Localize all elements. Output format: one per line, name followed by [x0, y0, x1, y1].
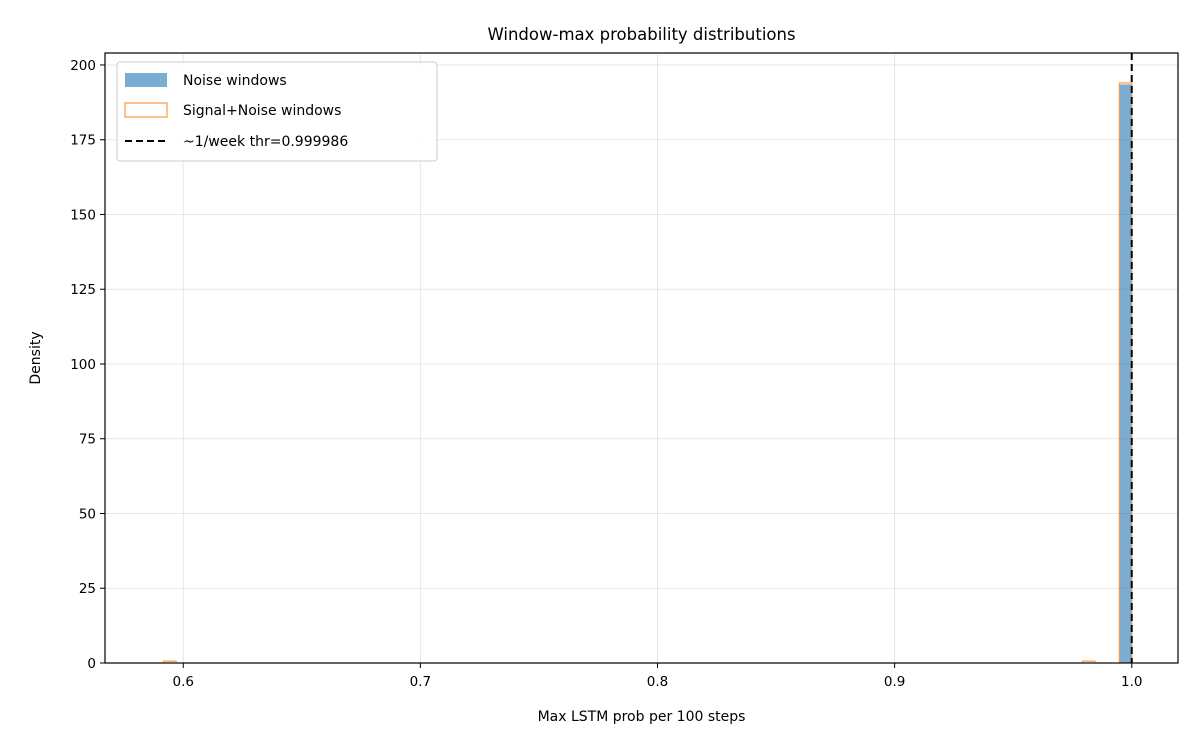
- y-tick-label: 125: [70, 282, 96, 298]
- y-tick-label: 100: [70, 357, 96, 373]
- plot-area-frame: [104, 52, 1179, 664]
- y-tick-label: 150: [70, 207, 96, 223]
- y-axis: 0 25 50 75 100 125 150 175 200: [70, 58, 105, 672]
- legend-box: [116, 61, 438, 162]
- y-tick-label: 175: [70, 133, 96, 149]
- y-tick-label: 200: [70, 58, 96, 74]
- legend: Noise windows Signal+Noise windows ~1/we…: [116, 61, 438, 162]
- x-tick-label: 1.0: [1121, 674, 1142, 690]
- signal-noise-bar: [162, 660, 177, 663]
- y-tick-label: 75: [79, 432, 96, 448]
- x-tick-label: 0.8: [647, 674, 668, 690]
- legend-label-noise: Noise windows: [183, 73, 287, 89]
- legend-swatch-noise: [125, 73, 167, 87]
- grid: [105, 53, 1178, 664]
- x-axis-label: Max LSTM prob per 100 steps: [538, 709, 746, 725]
- legend-label-threshold: ~1/week thr=0.999986: [183, 134, 348, 150]
- signal-noise-bar: [1081, 660, 1096, 663]
- chart-title: Window-max probability distributions: [487, 25, 795, 44]
- noise-bar: [1119, 84, 1132, 664]
- y-tick-label: 50: [79, 506, 96, 522]
- y-tick-label: 25: [79, 581, 96, 597]
- x-tick-label: 0.9: [884, 674, 905, 690]
- y-axis-label: Density: [28, 331, 44, 384]
- x-axis: 0.6 0.7 0.8 0.9 1.0: [173, 663, 1143, 690]
- legend-label-signal-noise: Signal+Noise windows: [183, 103, 341, 119]
- legend-swatch-signal-noise: [124, 102, 168, 118]
- x-tick-label: 0.6: [173, 674, 194, 690]
- x-tick-label: 0.7: [410, 674, 431, 690]
- y-tick-label: 0: [87, 656, 96, 672]
